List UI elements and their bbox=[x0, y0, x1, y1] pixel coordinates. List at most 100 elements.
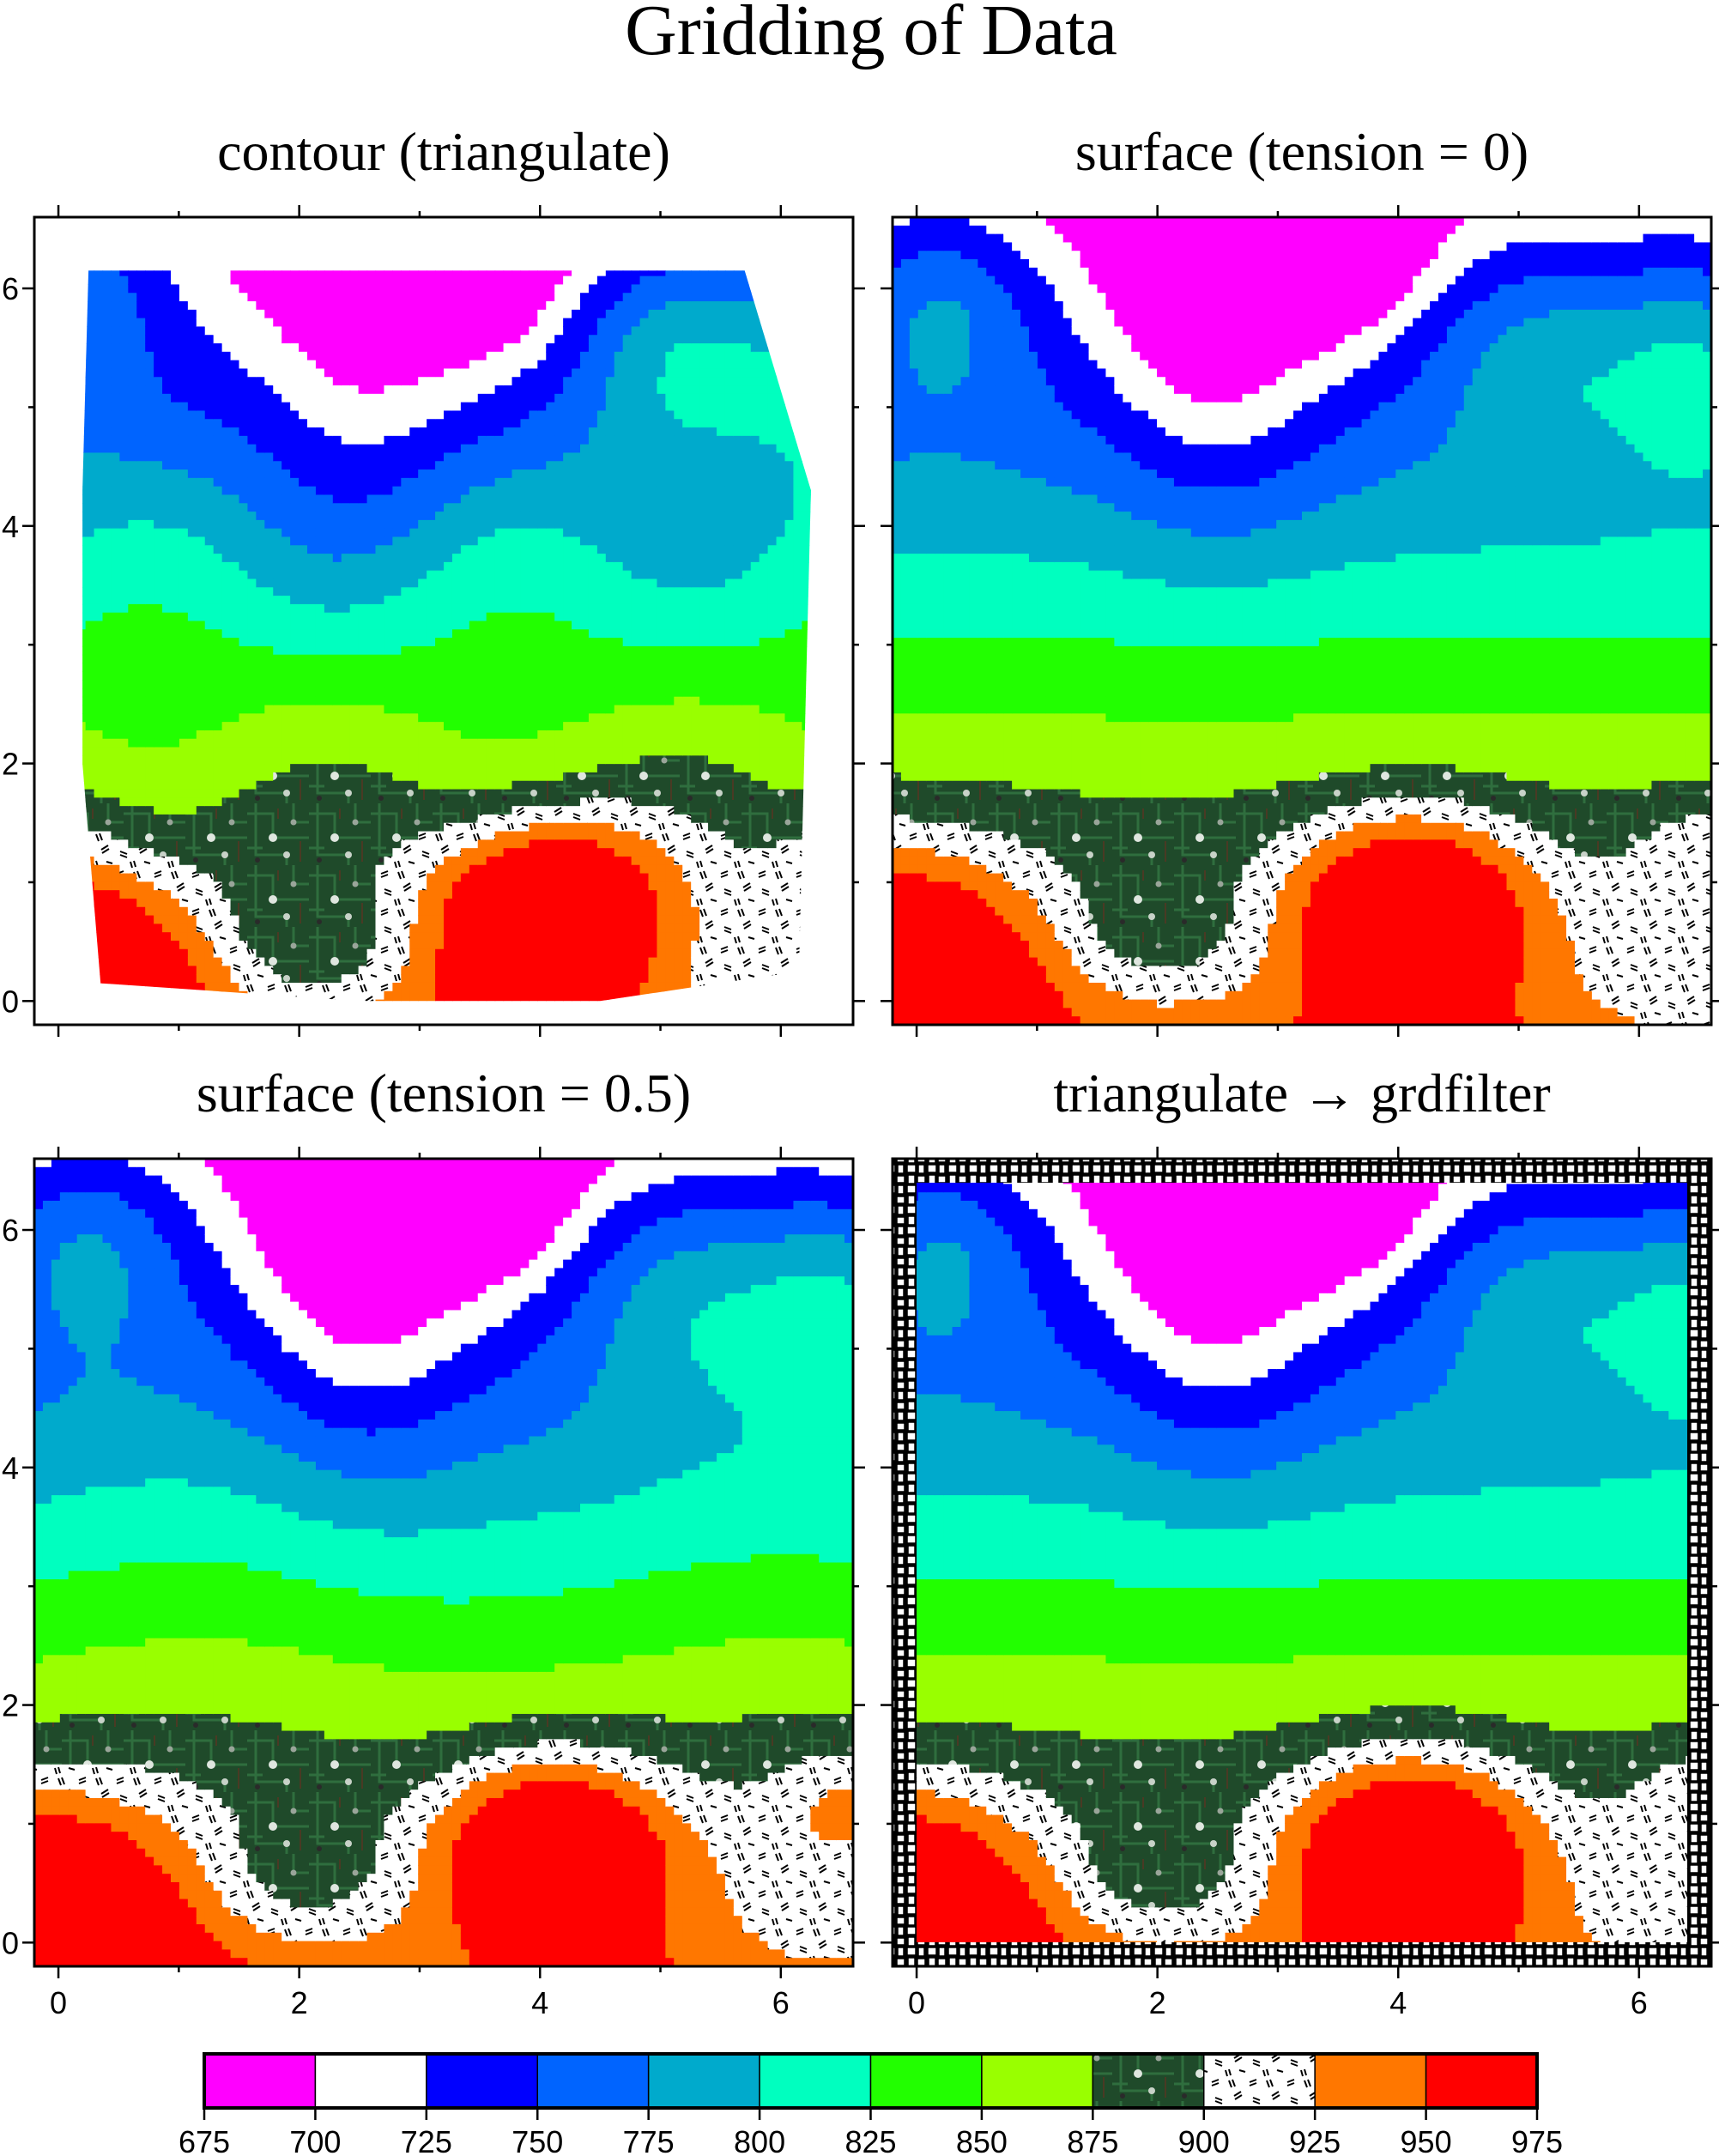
grid-cell bbox=[451, 284, 462, 294]
grid-cell bbox=[358, 276, 368, 286]
grid-cell bbox=[367, 234, 377, 243]
grid-cell bbox=[315, 469, 325, 479]
grid-cell bbox=[230, 536, 240, 546]
grid-cell bbox=[111, 747, 120, 756]
grid-cell bbox=[34, 494, 44, 503]
grid-cell bbox=[145, 696, 154, 706]
grid-cell bbox=[451, 621, 462, 630]
grid-cell bbox=[145, 402, 154, 412]
grid-cell bbox=[273, 755, 282, 765]
grid-cell bbox=[60, 242, 70, 251]
grid-cell bbox=[341, 612, 351, 622]
grid-cell bbox=[366, 469, 377, 479]
grid-cell bbox=[213, 890, 223, 899]
grid-cell bbox=[111, 494, 120, 504]
grid-cell bbox=[307, 966, 317, 975]
grid-cell bbox=[85, 663, 95, 672]
grid-cell bbox=[341, 906, 351, 917]
grid-cell bbox=[136, 444, 146, 454]
grid-cell bbox=[230, 335, 240, 344]
grid-cell bbox=[34, 613, 44, 621]
grid-cell bbox=[435, 747, 445, 756]
grid-cell bbox=[239, 578, 249, 588]
grid-cell bbox=[119, 797, 129, 807]
grid-cell bbox=[162, 612, 172, 622]
grid-cell bbox=[315, 419, 325, 428]
grid-cell bbox=[392, 713, 402, 723]
grid-cell bbox=[409, 713, 419, 723]
grid-cell bbox=[435, 924, 445, 933]
grid-cell bbox=[51, 217, 61, 226]
grid-cell bbox=[444, 293, 453, 302]
grid-cell bbox=[418, 806, 427, 815]
grid-cell bbox=[204, 452, 215, 462]
grid-cell bbox=[213, 873, 223, 882]
grid-cell bbox=[43, 932, 52, 941]
grid-cell bbox=[332, 360, 342, 370]
grid-cell bbox=[409, 806, 419, 815]
grid-cell bbox=[349, 309, 360, 319]
grid-cell bbox=[230, 789, 240, 798]
grid-cell bbox=[375, 638, 385, 647]
grid-cell bbox=[154, 360, 163, 370]
grid-cell bbox=[290, 924, 300, 933]
grid-cell bbox=[358, 603, 368, 614]
grid-cell bbox=[366, 663, 377, 672]
grid-cell bbox=[290, 402, 300, 412]
grid-cell bbox=[375, 385, 385, 395]
grid-cell bbox=[281, 780, 291, 790]
grid-cell bbox=[392, 242, 402, 251]
grid-cell bbox=[392, 764, 402, 773]
grid-cell bbox=[409, 309, 419, 319]
grid-cell bbox=[460, 780, 470, 790]
grid-cell bbox=[119, 831, 129, 840]
grid-cell bbox=[196, 747, 206, 756]
grid-cell bbox=[82, 494, 87, 504]
grid-cell bbox=[299, 427, 308, 437]
grid-cell bbox=[179, 377, 189, 386]
grid-cell bbox=[171, 578, 180, 588]
grid-cell bbox=[427, 806, 436, 815]
grid-cell bbox=[290, 234, 300, 243]
grid-cell bbox=[435, 680, 445, 689]
grid-cell bbox=[333, 217, 342, 226]
grid-cell bbox=[247, 578, 257, 588]
grid-cell bbox=[392, 469, 402, 479]
grid-cell bbox=[384, 293, 393, 302]
grid-cell bbox=[128, 814, 137, 824]
grid-cell bbox=[179, 226, 189, 234]
grid-cell bbox=[409, 671, 419, 681]
grid-cell bbox=[435, 873, 445, 882]
grid-cell bbox=[136, 393, 146, 403]
grid-cell bbox=[239, 680, 249, 689]
grid-cell bbox=[375, 368, 385, 378]
grid-cell bbox=[299, 554, 308, 563]
grid-cell bbox=[154, 461, 163, 470]
grid-cell bbox=[461, 242, 470, 251]
grid-cell bbox=[427, 974, 436, 984]
grid-cell bbox=[256, 680, 265, 689]
grid-cell bbox=[375, 561, 385, 572]
grid-cell bbox=[315, 780, 325, 790]
grid-cell bbox=[247, 326, 257, 336]
grid-cell bbox=[281, 638, 291, 647]
grid-cell bbox=[119, 990, 129, 1001]
grid-cell bbox=[315, 915, 325, 924]
grid-cell bbox=[111, 848, 120, 857]
grid-cell bbox=[341, 966, 351, 975]
grid-cell bbox=[366, 806, 377, 815]
grid-cell bbox=[376, 234, 385, 243]
grid-cell bbox=[264, 780, 274, 790]
grid-cell bbox=[427, 705, 436, 714]
grid-cell bbox=[384, 351, 393, 361]
grid-cell bbox=[366, 452, 377, 462]
grid-cell bbox=[230, 494, 240, 504]
grid-cell bbox=[221, 797, 232, 807]
grid-cell bbox=[264, 427, 274, 437]
grid-cell bbox=[460, 645, 470, 656]
grid-cell bbox=[427, 638, 436, 647]
grid-cell bbox=[401, 822, 410, 833]
grid-cell bbox=[154, 393, 163, 403]
grid-cell bbox=[239, 738, 249, 748]
grid-cell bbox=[60, 764, 70, 772]
